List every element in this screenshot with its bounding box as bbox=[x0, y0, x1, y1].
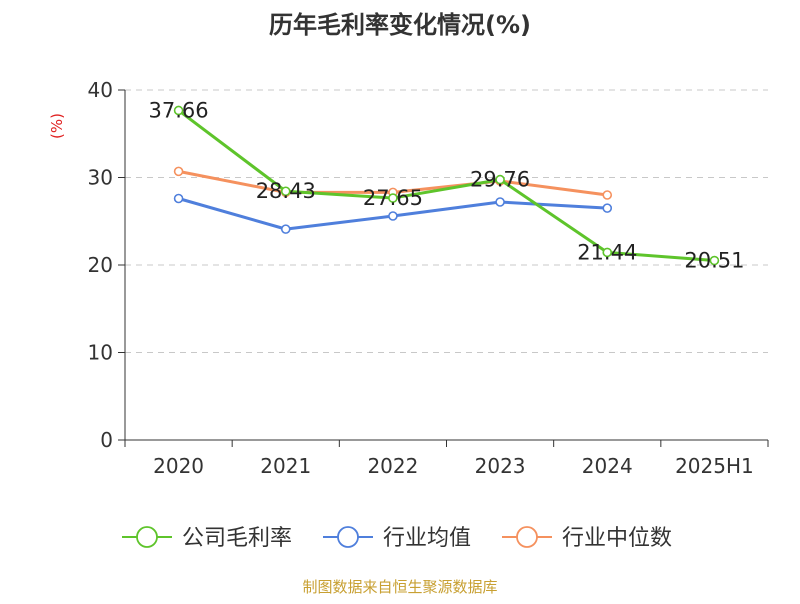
axes: 0 10 20 30 40 2020 2021 2022 2023 2024 2025H1 bbox=[88, 78, 769, 478]
data-label-2: 27.65 bbox=[363, 186, 423, 210]
source-note: 制图数据来自恒生聚源数据库 bbox=[302, 578, 497, 596]
data-label-3: 29.76 bbox=[470, 168, 530, 192]
y-tick-label-0: 0 bbox=[100, 428, 113, 452]
data-point-1-2 bbox=[388, 211, 398, 221]
data-point-1-1 bbox=[280, 224, 291, 234]
y-axis-label: (%) bbox=[48, 113, 66, 139]
x-tick-label-2020: 2020 bbox=[153, 454, 204, 478]
data-point-0-5 bbox=[709, 255, 720, 266]
data-point-1-0 bbox=[173, 193, 184, 204]
y-tick-label-10: 10 bbox=[88, 341, 113, 365]
data-label-0: 37.66 bbox=[149, 98, 209, 122]
series-layer bbox=[173, 105, 720, 266]
data-label-5: 20.51 bbox=[684, 249, 744, 273]
legend-label-1: 行业均值 bbox=[383, 526, 471, 551]
legend-marker-0 bbox=[136, 526, 158, 548]
data-point-2-0 bbox=[173, 166, 184, 177]
data-point-0-4 bbox=[602, 247, 613, 258]
data-point-1-3 bbox=[495, 197, 505, 207]
data-point-0-0 bbox=[173, 105, 184, 116]
data-point-0-2 bbox=[388, 193, 398, 203]
data-labels: 37.66 28.43 27.65 29.76 21.44 20.51 bbox=[149, 98, 745, 272]
data-label-1: 28.43 bbox=[256, 179, 316, 203]
y-tick-label-30: 30 bbox=[88, 166, 113, 190]
x-tick-label-2022: 2022 bbox=[367, 454, 418, 478]
x-tick-label-2023: 2023 bbox=[475, 454, 526, 478]
legend-label-2: 行业中位数 bbox=[562, 526, 672, 551]
legend-label-0: 公司毛利率 bbox=[182, 526, 292, 551]
x-tick-label-2024: 2024 bbox=[582, 454, 633, 478]
data-point-1-4 bbox=[602, 203, 613, 213]
legend-marker-1 bbox=[337, 526, 359, 548]
data-point-0-1 bbox=[280, 186, 291, 197]
legend-marker-2 bbox=[516, 526, 538, 548]
x-tick-label-2025H1: 2025H1 bbox=[675, 454, 754, 478]
x-tick-label-2021: 2021 bbox=[260, 454, 311, 478]
chart-title: 历年毛利率变化情况(%) bbox=[269, 11, 531, 39]
y-tick-label-20: 20 bbox=[88, 253, 113, 277]
data-point-0-3 bbox=[495, 174, 505, 185]
y-tick-label-40: 40 bbox=[88, 78, 113, 102]
data-point-2-4 bbox=[602, 190, 613, 200]
grid-lines bbox=[125, 89, 768, 353]
data-label-4: 21.44 bbox=[577, 240, 637, 264]
series-line-0 bbox=[177, 109, 715, 263]
legend: 公司毛利率 行业均值 行业中位数 bbox=[122, 526, 672, 551]
